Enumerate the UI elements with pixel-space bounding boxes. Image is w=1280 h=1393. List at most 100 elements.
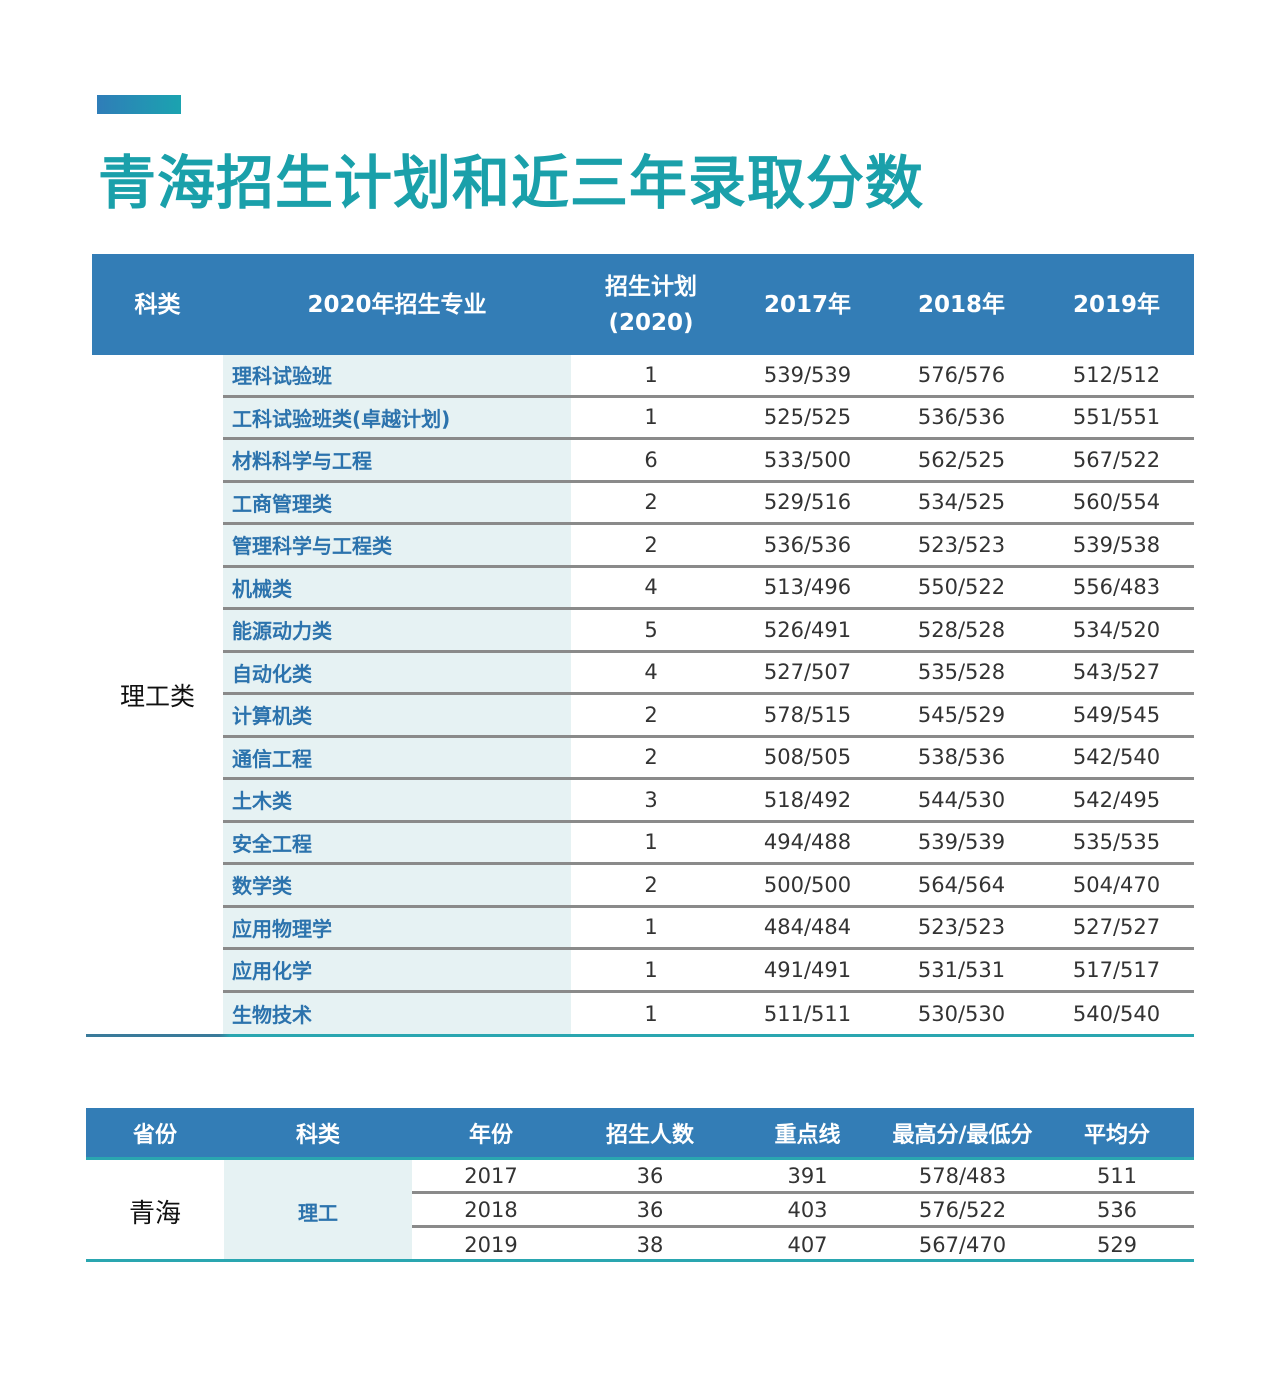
score-2017: 527/507	[763, 660, 852, 685]
major-name: 工科试验班类(卓越计划)	[223, 397, 571, 437]
col-header-2017: 2017年	[763, 291, 851, 318]
score-2018: 534/525	[917, 490, 1006, 515]
table-row: 理科试验班 1 539/539 576/576 512/512	[223, 355, 1194, 398]
table-row: 工商管理类 2 529/516 534/525 560/554	[223, 482, 1194, 525]
table-row: 能源动力类 5 526/491 528/528 534/520	[223, 610, 1194, 653]
table-row: 机械类 4 513/496 550/522 556/483	[223, 567, 1194, 610]
score-2019: 527/527	[1072, 915, 1161, 940]
title-accent-bar	[97, 95, 181, 114]
score-2018: 536/536	[917, 405, 1006, 430]
score-2019: 551/551	[1072, 405, 1161, 430]
score-2019: 504/470	[1072, 872, 1161, 897]
plan-count: 4	[644, 575, 658, 600]
plan-count: 1	[644, 957, 658, 982]
plan-count: 1	[644, 405, 658, 430]
score-2017: 539/539	[763, 362, 852, 387]
plan-table-header: 科类 2020年招生专业 招生计划 (2020) 2017年 2018年 201…	[92, 254, 1194, 355]
score-2017: 491/491	[763, 957, 852, 982]
major-name: 能源动力类	[223, 610, 571, 650]
score-2017: 533/500	[763, 447, 852, 472]
summary-category-cell: 理工	[224, 1160, 412, 1262]
table-row: 应用物理学 1 484/484 523/523 527/527	[223, 907, 1194, 950]
score-2019: 543/527	[1072, 660, 1161, 685]
col-header-plan: 招生计划 (2020)	[571, 269, 731, 341]
table-row: 2018 36 403 576/522 536	[412, 1194, 1194, 1228]
year: 2017	[464, 1163, 518, 1188]
score-2018: 531/531	[917, 957, 1006, 982]
plan-table-bottom-rule	[86, 1034, 1194, 1037]
year: 2018	[464, 1197, 518, 1222]
key-line: 403	[787, 1197, 828, 1222]
summary-table-header: 省份 科类 年份 招生人数 重点线 最高分/最低分 平均分	[86, 1108, 1194, 1157]
plan-count: 2	[644, 702, 658, 727]
key-line: 391	[787, 1163, 828, 1188]
plan-count: 1	[644, 830, 658, 855]
province-cell: 青海	[128, 1198, 181, 1229]
plan-table: 科类 2020年招生专业 招生计划 (2020) 2017年 2018年 201…	[92, 254, 1194, 1035]
score-2017: 508/505	[763, 745, 852, 770]
score-2018: 544/530	[917, 787, 1006, 812]
score-2017: 578/515	[763, 702, 852, 727]
table-row: 计算机类 2 578/515 545/529 549/545	[223, 695, 1194, 738]
table-row: 材料科学与工程 6 533/500 562/525 567/522	[223, 440, 1194, 483]
major-name: 安全工程	[223, 822, 571, 862]
score-2018: 562/525	[917, 447, 1006, 472]
score-2018: 550/522	[917, 575, 1006, 600]
score-2019: 512/512	[1072, 362, 1161, 387]
summary-table-body: 青海 理工 2017 36 391 578/483 511 2018 36 403 576/52…	[86, 1160, 1194, 1262]
table-row: 土木类 3 518/492 544/530 542/495	[223, 780, 1194, 823]
table-row: 生物技术 1 511/511 530/530 540/540	[223, 992, 1194, 1035]
category-cell: 理工类	[119, 682, 195, 711]
score-2019: 549/545	[1072, 702, 1161, 727]
score-2018: 523/523	[917, 532, 1006, 557]
score-2018: 545/529	[917, 702, 1006, 727]
col-header-category: 科类	[295, 1122, 340, 1148]
plan-count: 5	[644, 617, 658, 642]
score-2017: 529/516	[763, 490, 852, 515]
plan-count: 2	[644, 872, 658, 897]
year: 2019	[464, 1233, 518, 1257]
major-name: 材料科学与工程	[223, 440, 571, 480]
score-2018: 576/576	[917, 362, 1006, 387]
score-2018: 539/539	[917, 830, 1006, 855]
col-header-count: 招生人数	[605, 1122, 694, 1148]
plan-count: 1	[644, 1001, 658, 1026]
plan-count: 4	[644, 660, 658, 685]
key-line: 407	[787, 1233, 828, 1257]
score-2019: 535/535	[1072, 830, 1161, 855]
score-2017: 511/511	[763, 1001, 852, 1026]
score-2019: 556/483	[1072, 575, 1161, 600]
table-row: 2017 36 391 578/483 511	[412, 1160, 1194, 1194]
summary-table-rows: 2017 36 391 578/483 511 2018 36 403 576/522 536 20…	[412, 1160, 1194, 1262]
table-row: 通信工程 2 508/505 538/536 542/540	[223, 737, 1194, 780]
major-name: 通信工程	[223, 737, 571, 777]
score-2019: 534/520	[1072, 617, 1161, 642]
plan-count: 2	[644, 490, 658, 515]
major-name: 生物技术	[223, 992, 571, 1035]
enroll-count: 38	[636, 1233, 664, 1257]
table-row: 2019 38 407 567/470 529	[412, 1228, 1194, 1262]
score-2017: 494/488	[763, 830, 852, 855]
score-2019: 517/517	[1072, 957, 1161, 982]
score-2018: 535/528	[917, 660, 1006, 685]
score-2017: 500/500	[763, 872, 852, 897]
plan-table-rows: 理科试验班 1 539/539 576/576 512/512 工科试验班类(卓越计划) 1…	[223, 355, 1194, 1035]
col-header-province: 省份	[132, 1122, 177, 1148]
score-2017: 518/492	[763, 787, 852, 812]
plan-count: 2	[644, 745, 658, 770]
col-header-plan-line1: 招生计划	[605, 273, 697, 300]
score-2019: 540/540	[1072, 1001, 1161, 1026]
table-row: 管理科学与工程类 2 536/536 523/523 539/538	[223, 525, 1194, 568]
score-2017: 525/525	[763, 405, 852, 430]
plan-count: 1	[644, 362, 658, 387]
col-header-plan-line2: (2020)	[608, 309, 694, 336]
summary-header-rule	[86, 1157, 1194, 1160]
table-row: 自动化类 4 527/507 535/528 543/527	[223, 652, 1194, 695]
average-score: 536	[1096, 1197, 1138, 1222]
enroll-count: 36	[636, 1163, 664, 1188]
major-name: 数学类	[223, 865, 571, 905]
col-header-key-line: 重点线	[774, 1122, 841, 1148]
score-2017: 526/491	[763, 617, 852, 642]
score-2017: 513/496	[763, 575, 852, 600]
score-2019: 539/538	[1072, 532, 1161, 557]
